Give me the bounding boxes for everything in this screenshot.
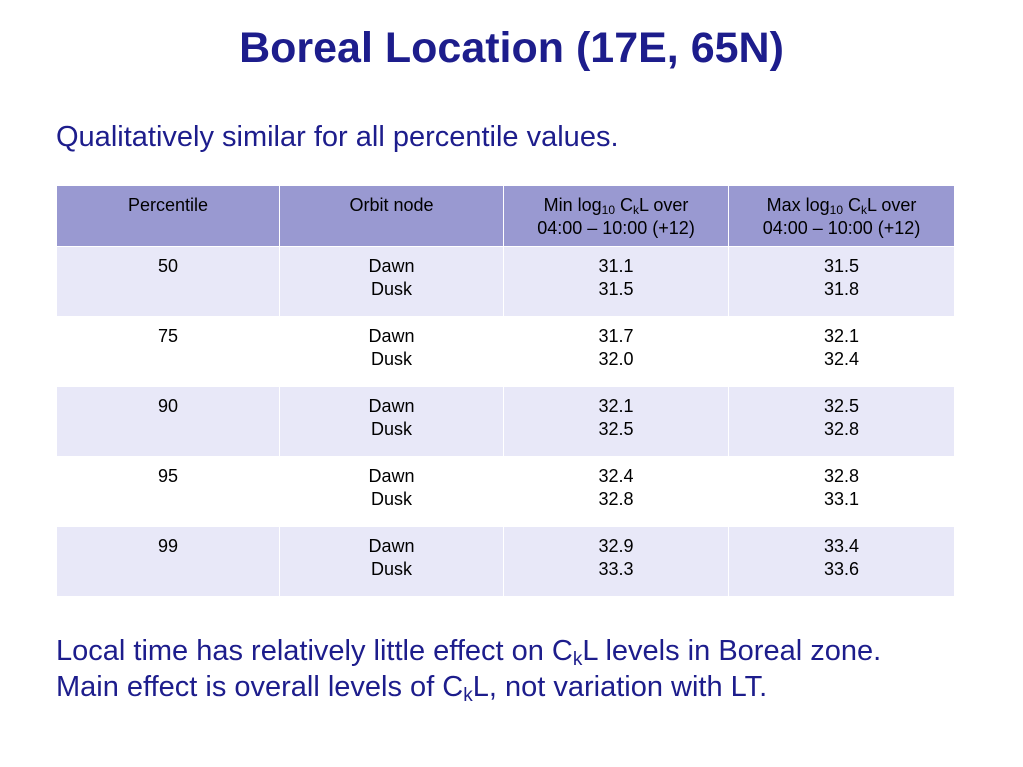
cell-max: 32.5 32.8	[728, 386, 955, 457]
table-row: 90 Dawn Dusk 32.1 32.5 32.5 32.8	[56, 386, 955, 457]
cell-min-dawn: 31.1	[598, 256, 634, 276]
cell-max: 32.8 33.1	[728, 456, 955, 527]
cell-node-dawn: Dawn	[368, 536, 415, 556]
cell-orbit-node: Dawn Dusk	[279, 316, 504, 387]
header-max-sub1: 10	[829, 203, 844, 217]
cell-min-dusk: 32.0	[598, 349, 634, 369]
cell-min: 32.4 32.8	[503, 456, 729, 527]
cell-node-dusk: Dusk	[370, 559, 412, 579]
header-max-mid: C	[843, 195, 862, 215]
cell-node-dawn: Dawn	[368, 396, 415, 416]
header-min-log: Min log10 CkL over 04:00 – 10:00 (+12)	[503, 185, 729, 247]
header-max-line2: 04:00 – 10:00 (+12)	[762, 218, 921, 238]
header-max-post: L over	[867, 195, 917, 215]
percentile-table: Percentile Orbit node Min log10 CkL over…	[56, 185, 955, 597]
cell-min: 32.9 33.3	[503, 526, 729, 597]
cell-min-dawn: 31.7	[598, 326, 634, 346]
cell-orbit-node: Dawn Dusk	[279, 246, 504, 317]
slide-title: Boreal Location (17E, 65N)	[239, 24, 784, 72]
cell-percentile: 99	[56, 526, 280, 597]
header-min-mid: C	[615, 195, 634, 215]
header-max-log: Max log10 CkL over 04:00 – 10:00 (+12)	[728, 185, 955, 247]
header-orbit-node: Orbit node	[279, 185, 504, 247]
cell-min-dawn: 32.1	[598, 396, 634, 416]
note-1-sub: k	[572, 649, 583, 670]
header-max-line1: Max log10 CkL over	[733, 194, 950, 217]
cell-percentile: 95	[56, 456, 280, 527]
note-line-1: Local time has relatively little effect …	[56, 633, 976, 669]
table-header-row: Percentile Orbit node Min log10 CkL over…	[56, 185, 955, 247]
cell-min-dusk: 31.5	[598, 279, 634, 299]
cell-node-dusk: Dusk	[370, 349, 412, 369]
table-row: 99 Dawn Dusk 32.9 33.3 33.4 33.6	[56, 526, 955, 597]
cell-percentile: 50	[56, 246, 280, 317]
cell-min-dusk: 32.8	[598, 489, 634, 509]
note-2-pre: Main effect is overall levels of C	[56, 671, 464, 703]
cell-orbit-node: Dawn Dusk	[279, 526, 504, 597]
cell-max: 31.5 31.8	[728, 246, 955, 317]
cell-max-dusk: 33.6	[823, 559, 860, 579]
cell-node-dawn: Dawn	[368, 256, 415, 276]
cell-orbit-node: Dawn Dusk	[279, 386, 504, 457]
slide-notes: Local time has relatively little effect …	[56, 633, 976, 705]
cell-min-dawn: 32.9	[598, 536, 634, 556]
cell-min-dusk: 32.5	[598, 419, 634, 439]
note-line-2: Main effect is overall levels of CkL, no…	[56, 669, 976, 705]
cell-min: 31.7 32.0	[503, 316, 729, 387]
note-2-post: L, not variation with LT.	[472, 671, 768, 703]
cell-max-dawn: 31.5	[823, 256, 860, 276]
cell-node-dawn: Dawn	[368, 326, 415, 346]
cell-node-dusk: Dusk	[370, 419, 412, 439]
cell-min: 31.1 31.5	[503, 246, 729, 317]
cell-node-dusk: Dusk	[370, 489, 412, 509]
cell-max-dawn: 32.8	[823, 466, 860, 486]
header-max-pre: Max log	[766, 195, 830, 215]
note-1-post: L levels in Boreal zone.	[582, 635, 882, 667]
cell-max-dusk: 32.8	[823, 419, 860, 439]
note-2-sub: k	[463, 685, 473, 706]
table-row: 75 Dawn Dusk 31.7 32.0 32.1 32.4	[56, 316, 955, 387]
cell-percentile: 90	[56, 386, 280, 457]
cell-min: 32.1 32.5	[503, 386, 729, 457]
cell-max-dusk: 31.8	[823, 279, 860, 299]
header-min-line2: 04:00 – 10:00 (+12)	[537, 218, 695, 238]
cell-orbit-node: Dawn Dusk	[279, 456, 504, 527]
header-max-sub2: k	[861, 203, 868, 217]
cell-max: 32.1 32.4	[728, 316, 955, 387]
cell-max-dawn: 32.5	[823, 396, 860, 416]
header-min-pre: Min log	[543, 195, 602, 215]
table-row: 50 Dawn Dusk 31.1 31.5 31.5 31.8	[56, 246, 955, 317]
cell-max-dusk: 32.4	[823, 349, 860, 369]
note-1-pre: Local time has relatively little effect …	[56, 635, 573, 667]
cell-node-dawn: Dawn	[368, 466, 415, 486]
cell-node-dusk: Dusk	[370, 279, 412, 299]
table-row: 95 Dawn Dusk 32.4 32.8 32.8 33.1	[56, 456, 955, 527]
header-min-line1: Min log10 CkL over	[508, 194, 724, 217]
header-percentile: Percentile	[56, 185, 280, 247]
header-min-post: L over	[639, 195, 689, 215]
slide-subtitle: Qualitatively similar for all percentile…	[56, 121, 619, 153]
cell-max-dawn: 32.1	[823, 326, 860, 346]
cell-max-dawn: 33.4	[823, 536, 860, 556]
cell-min-dusk: 33.3	[598, 559, 634, 579]
header-min-sub2: k	[633, 203, 640, 217]
cell-max: 33.4 33.6	[728, 526, 955, 597]
cell-max-dusk: 33.1	[823, 489, 860, 509]
header-min-sub1: 10	[601, 203, 616, 217]
cell-min-dawn: 32.4	[598, 466, 634, 486]
cell-percentile: 75	[56, 316, 280, 387]
